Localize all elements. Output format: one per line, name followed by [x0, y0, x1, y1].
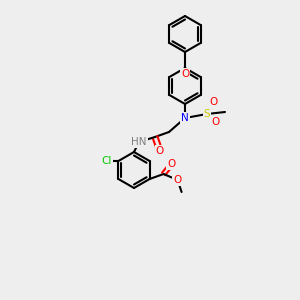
Text: O: O: [167, 159, 176, 169]
Text: O: O: [156, 146, 164, 156]
Text: Cl: Cl: [101, 156, 112, 166]
Text: HN: HN: [131, 137, 147, 147]
Text: O: O: [209, 97, 217, 107]
Text: O: O: [181, 69, 189, 79]
Text: O: O: [211, 117, 219, 127]
Text: S: S: [204, 109, 210, 119]
Text: O: O: [173, 175, 182, 185]
Text: N: N: [181, 113, 189, 123]
